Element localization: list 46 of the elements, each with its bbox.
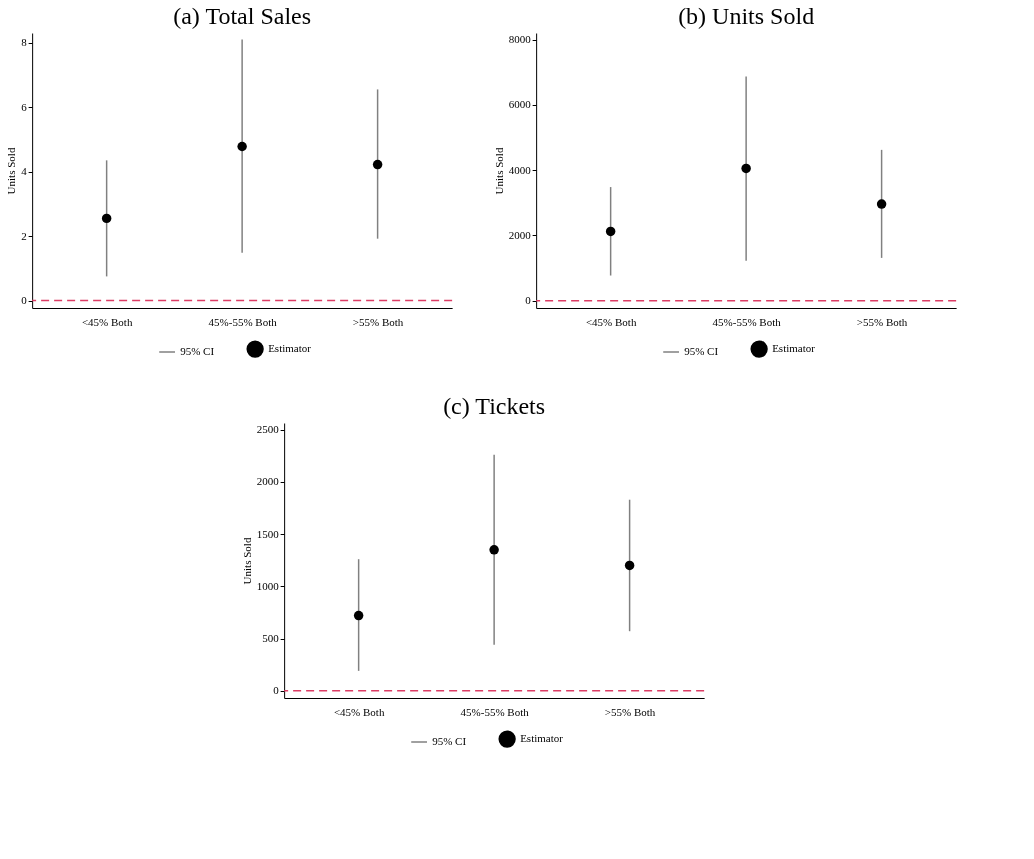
chart-title: (b) Units Sold bbox=[678, 3, 815, 29]
y-axis-title: Units Sold bbox=[5, 147, 18, 195]
y-axis-title: Units Sold bbox=[240, 537, 253, 585]
legend-label: Estimator bbox=[268, 342, 312, 355]
y-tick-label: 1500 bbox=[256, 527, 280, 540]
point bbox=[372, 159, 383, 170]
y-axis-title: Units Sold bbox=[492, 147, 505, 195]
y-tick-label: 2000 bbox=[508, 228, 532, 241]
x-tick-label: <45% Both bbox=[81, 315, 133, 328]
chart-title: (a) Total Sales bbox=[173, 3, 312, 29]
x-tick-label: >55% Both bbox=[604, 705, 656, 718]
y-tick-label: 8000 bbox=[508, 33, 532, 46]
y-tick-label: 500 bbox=[262, 632, 280, 645]
point bbox=[876, 199, 887, 209]
x-tick-label: 45%-55% Both bbox=[712, 315, 782, 328]
point bbox=[605, 226, 616, 237]
text: 95% CI bbox=[684, 345, 719, 357]
y-tick-label: 4000 bbox=[508, 163, 532, 176]
text: 95% CI bbox=[180, 345, 215, 357]
point bbox=[237, 141, 247, 152]
chart-title: (c) Tickets bbox=[443, 393, 546, 419]
y-tick-label: 4 bbox=[21, 165, 28, 178]
legend-label: Estimator bbox=[772, 342, 816, 355]
point bbox=[101, 213, 112, 224]
point bbox=[489, 545, 499, 555]
x-tick-label: >55% Both bbox=[856, 315, 908, 328]
point bbox=[624, 560, 635, 571]
point bbox=[353, 610, 364, 621]
point bbox=[741, 163, 751, 174]
y-tick-label: 6 bbox=[21, 100, 28, 113]
legend-label: Estimator bbox=[520, 732, 564, 745]
x-tick-label: 45%-55% Both bbox=[208, 315, 278, 328]
y-tick-label: 0 bbox=[21, 294, 28, 307]
x-tick-label: >55% Both bbox=[352, 315, 404, 328]
x-tick-label: <45% Both bbox=[585, 315, 637, 328]
y-tick-label: 8 bbox=[21, 36, 28, 49]
y-tick-label: 0 bbox=[525, 294, 532, 307]
y-tick-label: 6000 bbox=[508, 98, 532, 111]
y-tick-label: 0 bbox=[273, 684, 280, 697]
text: 95% CI bbox=[432, 735, 467, 747]
x-tick-label: <45% Both bbox=[333, 705, 385, 718]
y-tick-label: 2500 bbox=[256, 423, 280, 436]
y-tick-label: 1000 bbox=[256, 579, 280, 592]
x-tick-label: 45%-55% Both bbox=[460, 705, 530, 718]
y-tick-label: 2 bbox=[21, 229, 27, 242]
y-tick-label: 2000 bbox=[256, 475, 280, 488]
